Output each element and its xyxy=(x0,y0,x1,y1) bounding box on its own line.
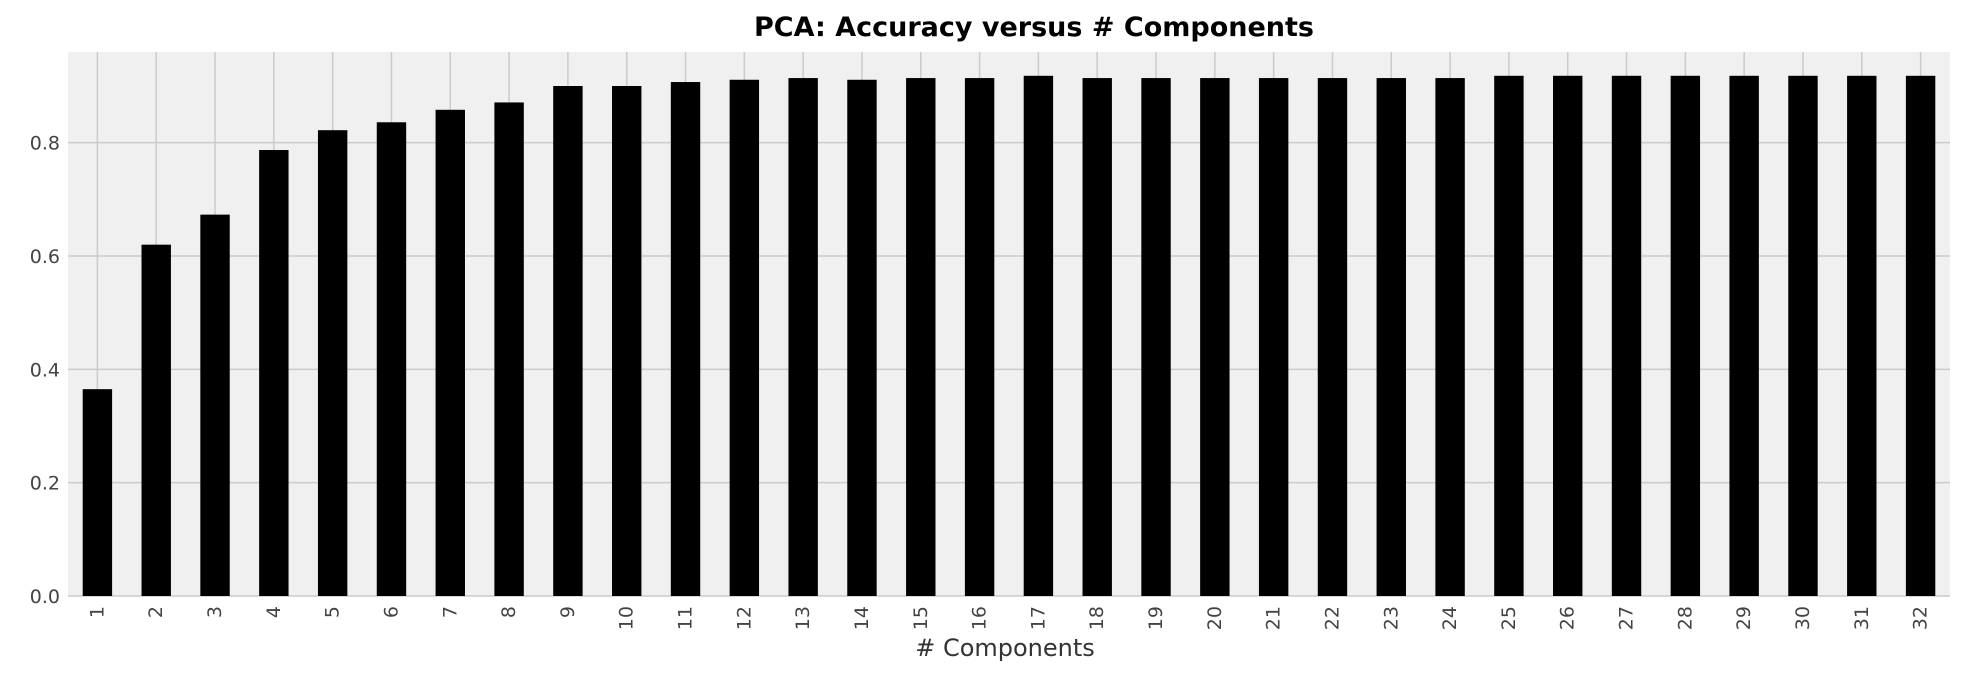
bar-18 xyxy=(1082,78,1112,597)
bar-21 xyxy=(1258,78,1289,597)
bar-10 xyxy=(612,86,642,596)
bar-2 xyxy=(141,244,171,596)
x-tick-label: 3 xyxy=(204,606,226,618)
x-axis-label: # Components xyxy=(915,634,1095,662)
bar-15 xyxy=(906,78,936,597)
bar-32 xyxy=(1905,75,1936,597)
bar-1 xyxy=(82,389,113,596)
bar-11 xyxy=(670,82,701,597)
bar-29 xyxy=(1729,75,1759,597)
bar-22 xyxy=(1317,78,1348,597)
x-tick-label: 13 xyxy=(792,606,814,630)
x-tick-label: 14 xyxy=(851,606,873,630)
y-tick-label: 0.6 xyxy=(30,246,60,268)
bar-9 xyxy=(553,86,583,596)
bar-23 xyxy=(1376,78,1406,597)
bar-12 xyxy=(729,79,760,597)
x-tick-label: 6 xyxy=(380,606,402,618)
plot-area xyxy=(68,52,1950,596)
x-tick-label: 15 xyxy=(910,606,932,630)
x-tick-label: 25 xyxy=(1498,606,1520,630)
x-tick-label: 27 xyxy=(1616,606,1638,630)
x-tick-label: 10 xyxy=(616,606,638,630)
bar-16 xyxy=(964,78,995,597)
x-tick-label: 16 xyxy=(969,606,991,630)
bar-14 xyxy=(847,79,877,597)
x-tick-label: 17 xyxy=(1027,606,1049,630)
bar-17 xyxy=(1023,75,1054,597)
bars xyxy=(82,75,1936,597)
x-tick-label: 26 xyxy=(1557,606,1579,630)
x-tick-label: 4 xyxy=(263,606,285,618)
bar-19 xyxy=(1141,78,1171,597)
x-tick-label: 20 xyxy=(1204,606,1226,630)
x-tick-label: 24 xyxy=(1439,606,1461,630)
x-tick-label: 28 xyxy=(1674,606,1696,630)
x-tick-label: 30 xyxy=(1792,606,1814,630)
x-tick-label: 32 xyxy=(1910,606,1932,630)
x-tick-label: 11 xyxy=(675,606,697,630)
x-tick-label: 18 xyxy=(1086,606,1108,630)
bar-24 xyxy=(1435,78,1465,597)
bar-8 xyxy=(494,102,524,596)
bar-30 xyxy=(1788,75,1818,597)
bar-13 xyxy=(788,78,818,597)
bar-25 xyxy=(1494,75,1524,597)
y-tick-label: 0.4 xyxy=(30,359,60,381)
chart-title: PCA: Accuracy versus # Components xyxy=(754,12,1314,43)
x-tick-label: 23 xyxy=(1380,606,1402,630)
x-tick-label: 21 xyxy=(1263,606,1285,630)
bar-5 xyxy=(317,130,348,596)
x-tick-label: 29 xyxy=(1733,606,1755,630)
bar-6 xyxy=(376,122,407,597)
bar-31 xyxy=(1847,75,1877,597)
x-tick-label: 2 xyxy=(145,606,167,618)
x-tick-label: 9 xyxy=(557,606,579,618)
x-tick-label: 12 xyxy=(733,606,755,630)
x-axis-ticks: 1 2 3 4 5 6 7 8 9 10 11 12 13 14 15 16 17 18 19 20 21 22 23 24 2… xyxy=(86,606,1931,630)
y-tick-label: 0.2 xyxy=(30,473,60,495)
y-tick-label: 0.0 xyxy=(30,586,60,608)
y-axis-ticks: 0.0 0.2 0.4 0.6 0.8 xyxy=(30,133,60,608)
bar-4 xyxy=(259,150,289,597)
x-tick-label: 31 xyxy=(1851,606,1873,630)
x-tick-label: 1 xyxy=(86,606,108,618)
y-tick-label: 0.8 xyxy=(30,133,60,155)
x-tick-label: 5 xyxy=(322,606,344,618)
bar-28 xyxy=(1670,75,1701,597)
x-tick-label: 7 xyxy=(439,606,461,618)
bar-20 xyxy=(1200,78,1230,597)
bar-26 xyxy=(1553,75,1583,597)
bar-27 xyxy=(1611,75,1642,597)
x-tick-label: 8 xyxy=(498,606,520,618)
bar-3 xyxy=(200,214,230,596)
x-tick-label: 22 xyxy=(1321,606,1343,630)
bar-7 xyxy=(435,109,465,597)
x-tick-label: 19 xyxy=(1145,606,1167,630)
